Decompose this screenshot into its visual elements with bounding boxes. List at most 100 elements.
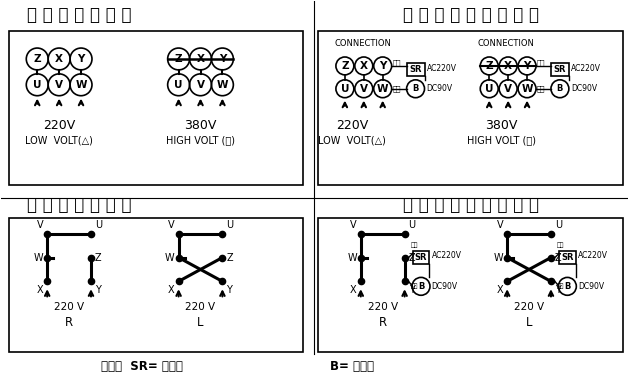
Text: CONNECTION: CONNECTION <box>477 39 535 48</box>
Text: U: U <box>555 220 562 230</box>
Bar <box>551 63 569 76</box>
Text: W: W <box>216 80 228 90</box>
Text: 220 V: 220 V <box>367 302 398 312</box>
Text: Y: Y <box>379 61 386 71</box>
Text: R: R <box>379 316 387 329</box>
Text: B= 剎車器: B= 剎車器 <box>330 360 374 373</box>
Text: Z: Z <box>486 61 493 71</box>
Text: 三 相 剎 車 電 機 接 線 圖: 三 相 剎 車 電 機 接 線 圖 <box>403 6 539 24</box>
Text: 220 V: 220 V <box>514 302 544 312</box>
Text: B: B <box>564 282 571 291</box>
Bar <box>318 31 623 185</box>
Text: CONNECTION: CONNECTION <box>335 39 391 48</box>
Text: SR: SR <box>554 65 566 74</box>
Text: X: X <box>36 285 43 295</box>
Text: LOW  VOLT(△): LOW VOLT(△) <box>318 135 386 145</box>
Text: AC220V: AC220V <box>578 251 608 260</box>
Text: Z: Z <box>95 253 102 262</box>
Text: 單 相 電 機 接 線 圖: 單 相 電 機 接 線 圖 <box>27 196 131 214</box>
Text: HIGH VOLT (人): HIGH VOLT (人) <box>467 135 536 145</box>
Text: Z: Z <box>175 54 182 64</box>
Text: Y: Y <box>555 285 561 295</box>
Text: AC220V: AC220V <box>431 251 462 260</box>
Text: B: B <box>557 84 563 93</box>
Text: V: V <box>496 220 503 230</box>
Text: U: U <box>226 220 233 230</box>
Text: Z: Z <box>341 61 348 71</box>
Bar <box>318 218 623 352</box>
Text: Y: Y <box>409 285 415 295</box>
Text: 380V: 380V <box>184 119 217 132</box>
Text: V: V <box>36 220 43 230</box>
Text: W: W <box>494 253 503 262</box>
Text: 小黃: 小黃 <box>392 60 401 66</box>
Text: SR: SR <box>415 253 427 262</box>
Text: W: W <box>377 84 389 94</box>
Text: 小黃: 小黃 <box>557 242 564 248</box>
Text: Z: Z <box>409 253 415 262</box>
Text: X: X <box>196 54 204 64</box>
Text: V: V <box>360 84 368 94</box>
Text: LOW  VOLT(△): LOW VOLT(△) <box>25 135 93 145</box>
Text: 220 V: 220 V <box>54 302 84 312</box>
Bar <box>9 31 303 185</box>
Text: 備注：  SR= 整流器: 備注： SR= 整流器 <box>101 360 183 373</box>
Text: AC220V: AC220V <box>571 64 601 73</box>
Text: B: B <box>418 282 424 291</box>
Text: 220V: 220V <box>43 119 75 132</box>
Text: U: U <box>95 220 102 230</box>
Text: Z: Z <box>555 253 562 262</box>
Text: SR: SR <box>561 253 574 262</box>
Text: R: R <box>65 316 73 329</box>
Text: U: U <box>341 84 349 94</box>
Text: U: U <box>409 220 416 230</box>
Text: Y: Y <box>219 54 226 64</box>
Bar <box>559 251 576 264</box>
Bar <box>406 63 425 76</box>
Text: U: U <box>33 80 42 90</box>
Text: W: W <box>75 80 87 90</box>
Text: 小黑: 小黑 <box>392 85 401 92</box>
Text: X: X <box>168 285 175 295</box>
Text: X: X <box>360 61 368 71</box>
Text: W: W <box>33 253 43 262</box>
Text: Y: Y <box>523 61 531 71</box>
Text: V: V <box>350 220 357 230</box>
Text: 單 相 剎 車 電 機 接 線 圖: 單 相 剎 車 電 機 接 線 圖 <box>403 196 539 214</box>
Text: X: X <box>55 54 63 64</box>
Text: 三 相 電 機 接 線 圖: 三 相 電 機 接 線 圖 <box>27 6 131 24</box>
Text: W: W <box>521 84 533 94</box>
Text: B: B <box>413 84 419 93</box>
Text: V: V <box>168 220 175 230</box>
Text: AC220V: AC220V <box>426 64 457 73</box>
Text: Y: Y <box>77 54 85 64</box>
Text: 小黑: 小黑 <box>537 85 545 92</box>
Text: L: L <box>526 316 532 329</box>
Text: V: V <box>196 80 204 90</box>
Text: SR: SR <box>409 65 422 74</box>
Text: V: V <box>504 84 512 94</box>
Text: Z: Z <box>33 54 41 64</box>
Text: 小黃: 小黃 <box>537 60 545 66</box>
Text: Z: Z <box>226 253 233 262</box>
Text: W: W <box>165 253 175 262</box>
Text: U: U <box>485 84 494 94</box>
Text: Y: Y <box>95 285 101 295</box>
Text: DC90V: DC90V <box>426 84 453 93</box>
Text: 220V: 220V <box>336 119 368 132</box>
Text: DC90V: DC90V <box>578 282 604 291</box>
Text: Y: Y <box>226 285 232 295</box>
Text: 220 V: 220 V <box>186 302 216 312</box>
Text: HIGH VOLT (人): HIGH VOLT (人) <box>166 135 235 145</box>
Text: 380V: 380V <box>485 119 518 132</box>
Text: 小黃: 小黃 <box>411 242 418 248</box>
Text: DC90V: DC90V <box>431 282 458 291</box>
Text: 小黑: 小黑 <box>411 284 418 289</box>
Bar <box>413 251 430 264</box>
Text: DC90V: DC90V <box>571 84 597 93</box>
Text: U: U <box>174 80 183 90</box>
Text: X: X <box>350 285 357 295</box>
Text: X: X <box>496 285 503 295</box>
Text: 小黑: 小黑 <box>557 284 564 289</box>
Text: X: X <box>504 61 512 71</box>
